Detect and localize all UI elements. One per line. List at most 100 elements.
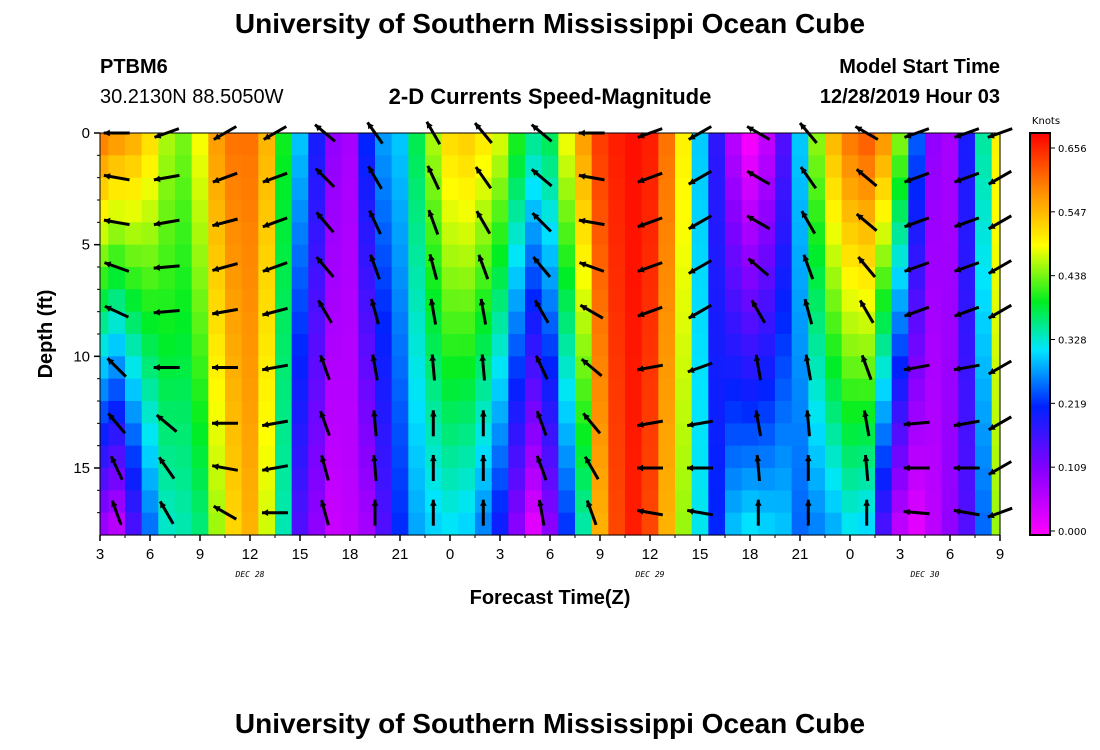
arrow-head [371,499,379,506]
heat-cell [875,334,893,357]
heat-cell [100,356,109,380]
heat-cell [608,267,626,290]
heat-cell [891,222,909,246]
current-arrow [369,254,381,280]
heat-cell [358,401,376,424]
current-arrow [314,167,336,188]
arrow-head [954,266,962,273]
heat-cell [408,311,426,335]
current-arrow [953,305,980,318]
colorbar-tick-label: 0.656 [1058,144,1087,155]
heat-cell [991,445,1001,469]
heat-cell [841,423,859,447]
heat-cell [358,468,376,491]
heat-cell [341,155,359,179]
heat-cell [391,177,409,201]
heat-cell [791,267,809,290]
chart-subtitle: 2-D Currents Speed-Magnitude [388,84,712,109]
arrow-head [369,210,376,218]
heat-cell [225,401,243,424]
heat-cell [100,423,109,447]
heat-cell [741,378,759,402]
arrow-head [370,354,378,362]
heat-cell [791,468,809,491]
heat-cell [375,334,393,357]
heat-cell [591,401,609,424]
arrow-head [104,261,112,268]
arrow-head [535,300,542,308]
heat-cell [458,244,476,268]
heat-cell [491,133,509,156]
heat-cell [658,490,676,514]
arrow-head [316,257,324,264]
heat-cell [391,423,409,447]
heat-cell [975,222,993,246]
current-arrow [857,256,877,278]
heat-cell [325,512,343,536]
heat-cell [208,468,226,491]
current-arrow [903,420,930,428]
heat-cell [325,423,343,447]
heat-cell [458,155,476,179]
heat-cell [191,155,209,179]
heat-cell [808,289,826,313]
heat-cell [525,423,543,447]
current-arrow [578,173,605,182]
heat-cell [658,334,676,357]
current-arrow [754,454,762,482]
heat-cell [241,512,259,536]
heat-cell [758,133,776,156]
heat-cell [925,311,943,335]
current-arrow [262,261,288,273]
heat-cell [175,133,193,156]
heat-cell [341,356,359,380]
heat-cell [775,200,793,223]
heat-cell [491,311,509,335]
heat-cell [625,200,643,223]
current-arrow [319,354,331,381]
heat-cell [925,356,943,380]
heat-cell [241,222,259,246]
heat-cell [291,468,309,491]
colorbar-tick-label: 0.438 [1058,272,1087,283]
heat-cell [775,468,793,491]
station-location: 30.2130N 88.5050W [100,86,284,108]
arrow-head [637,176,645,184]
heat-cell [241,423,259,447]
heat-cell [141,267,159,290]
heat-cell [975,244,993,268]
heat-cell [775,334,793,357]
heat-cell [258,133,276,156]
current-arrow [750,299,767,324]
heat-cell [775,356,793,380]
heat-cell [558,468,576,491]
heat-cell [100,289,109,313]
heat-cell [908,401,926,424]
heat-cell [958,289,976,313]
heat-cell [508,378,526,402]
heat-cell [975,177,993,201]
heat-cell [100,490,109,514]
heat-cell [841,155,859,179]
heat-cell [391,445,409,469]
heat-cell [141,311,159,335]
current-arrow [687,361,713,374]
heat-cell [108,512,126,536]
current-arrow [637,464,663,472]
heat-cell [258,445,276,469]
x-tick-label: 18 [342,546,359,563]
heat-cell [708,445,726,469]
x-tick-label: 12 [642,546,659,563]
heat-cell [991,155,1001,179]
x-tick-label: 12 [242,546,259,563]
colorbar-tick-label: 0.000 [1058,527,1087,538]
heat-cell [875,356,893,380]
heat-cell [191,468,209,491]
heat-cell [791,289,809,313]
heat-cell [658,356,676,380]
heat-cell [258,490,276,514]
heat-cell [175,311,193,335]
heat-cell [608,356,626,380]
heat-cell [100,155,109,179]
arrow-head [479,354,487,361]
